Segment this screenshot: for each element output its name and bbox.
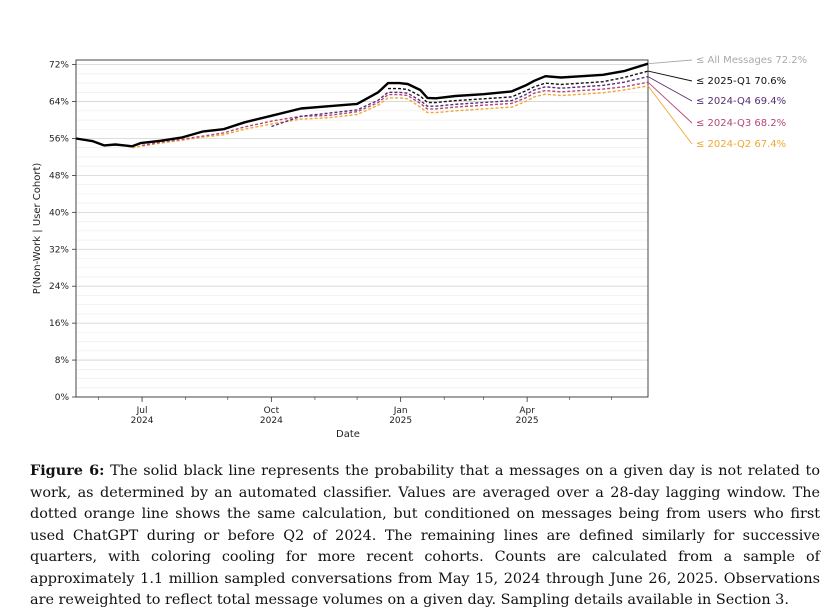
legend-connector	[647, 85, 693, 145]
series-line-all-messages	[75, 62, 649, 148]
y-tick-label: 40%	[49, 208, 69, 218]
x-tick-year: 2025	[389, 416, 412, 426]
legend-connector	[647, 76, 693, 102]
plot-frame	[75, 59, 649, 398]
legend-connector	[647, 81, 693, 124]
y-tick-label: 24%	[49, 282, 69, 292]
y-tick-label: 72%	[49, 61, 69, 71]
line-chart: 0%8%16%24%32%40%48%56%64%72%Jul2024Oct20…	[32, 55, 807, 440]
y-tick-label: 0%	[55, 393, 70, 403]
figure-caption: Figure 6: The solid black line represent…	[30, 460, 820, 612]
caption-label: Figure 6:	[30, 462, 105, 479]
x-tick-month: Jul	[136, 406, 148, 416]
caption-text: The solid black line represents the prob…	[30, 463, 820, 608]
legend-label: ≤ 2024-Q4 69.4%	[696, 96, 786, 107]
legend-label: ≤ 2025-Q1 70.6%	[696, 76, 786, 87]
y-axis-label: P(Non-Work | User Cohort)	[32, 163, 43, 295]
x-axis-label: Date	[336, 429, 360, 440]
series-line-2024-q3	[141, 81, 649, 147]
y-tick-label: 32%	[49, 245, 69, 255]
y-tick-label: 48%	[49, 171, 69, 181]
y-tick-label: 16%	[49, 319, 69, 329]
x-tick-month: Apr	[519, 406, 535, 416]
x-tick-year: 2024	[131, 416, 154, 426]
legend-label: ≤ All Messages 72.2%	[696, 55, 807, 66]
series-line-2024-q2	[132, 85, 649, 149]
x-tick-year: 2025	[516, 416, 539, 426]
legend-connector	[647, 59, 693, 65]
legend-label: ≤ 2024-Q3 68.2%	[696, 118, 786, 129]
figure: 0% 8% 16% 24% 32% 40% 48% 56% 64% 72% Jul 2024 Oct 20…	[32, 55, 807, 440]
y-tick-label: 56%	[49, 134, 69, 144]
x-tick-month: Jan	[393, 406, 408, 416]
x-tick-month: Oct	[264, 406, 280, 416]
legend-connector	[647, 70, 693, 82]
legend-label: ≤ 2024-Q2 67.4%	[696, 139, 786, 150]
y-tick-label: 8%	[55, 356, 70, 366]
x-tick-year: 2024	[260, 416, 283, 426]
y-tick-label: 64%	[49, 98, 69, 108]
series-line-2024-q4	[271, 75, 649, 128]
